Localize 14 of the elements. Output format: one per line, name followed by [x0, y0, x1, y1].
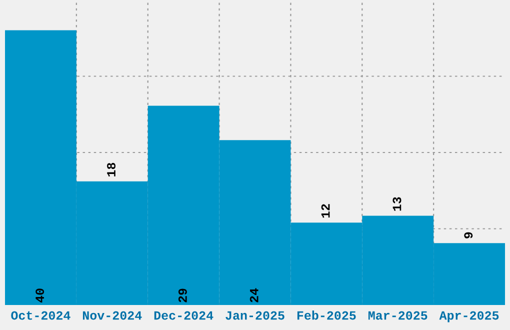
x-tick-label: Mar-2025 — [368, 311, 428, 320]
data-label: 12 — [321, 204, 330, 218]
data-label: 9 — [464, 232, 473, 238]
data-label: 13 — [392, 197, 402, 211]
data-label: 29 — [178, 288, 187, 302]
data-label: 18 — [107, 162, 116, 176]
x-tick-label: Nov-2024 — [82, 311, 142, 320]
x-tick-label: Dec-2024 — [154, 311, 214, 320]
data-label: 24 — [250, 288, 258, 302]
x-tick-label: Feb-2025 — [297, 310, 356, 320]
x-tick-label: Jan-2025 — [226, 311, 284, 320]
data-label: 40 — [36, 288, 44, 303]
x-tick-label: Oct-2024 — [11, 311, 70, 320]
x-tick-label: Apr-2025 — [439, 311, 499, 322]
